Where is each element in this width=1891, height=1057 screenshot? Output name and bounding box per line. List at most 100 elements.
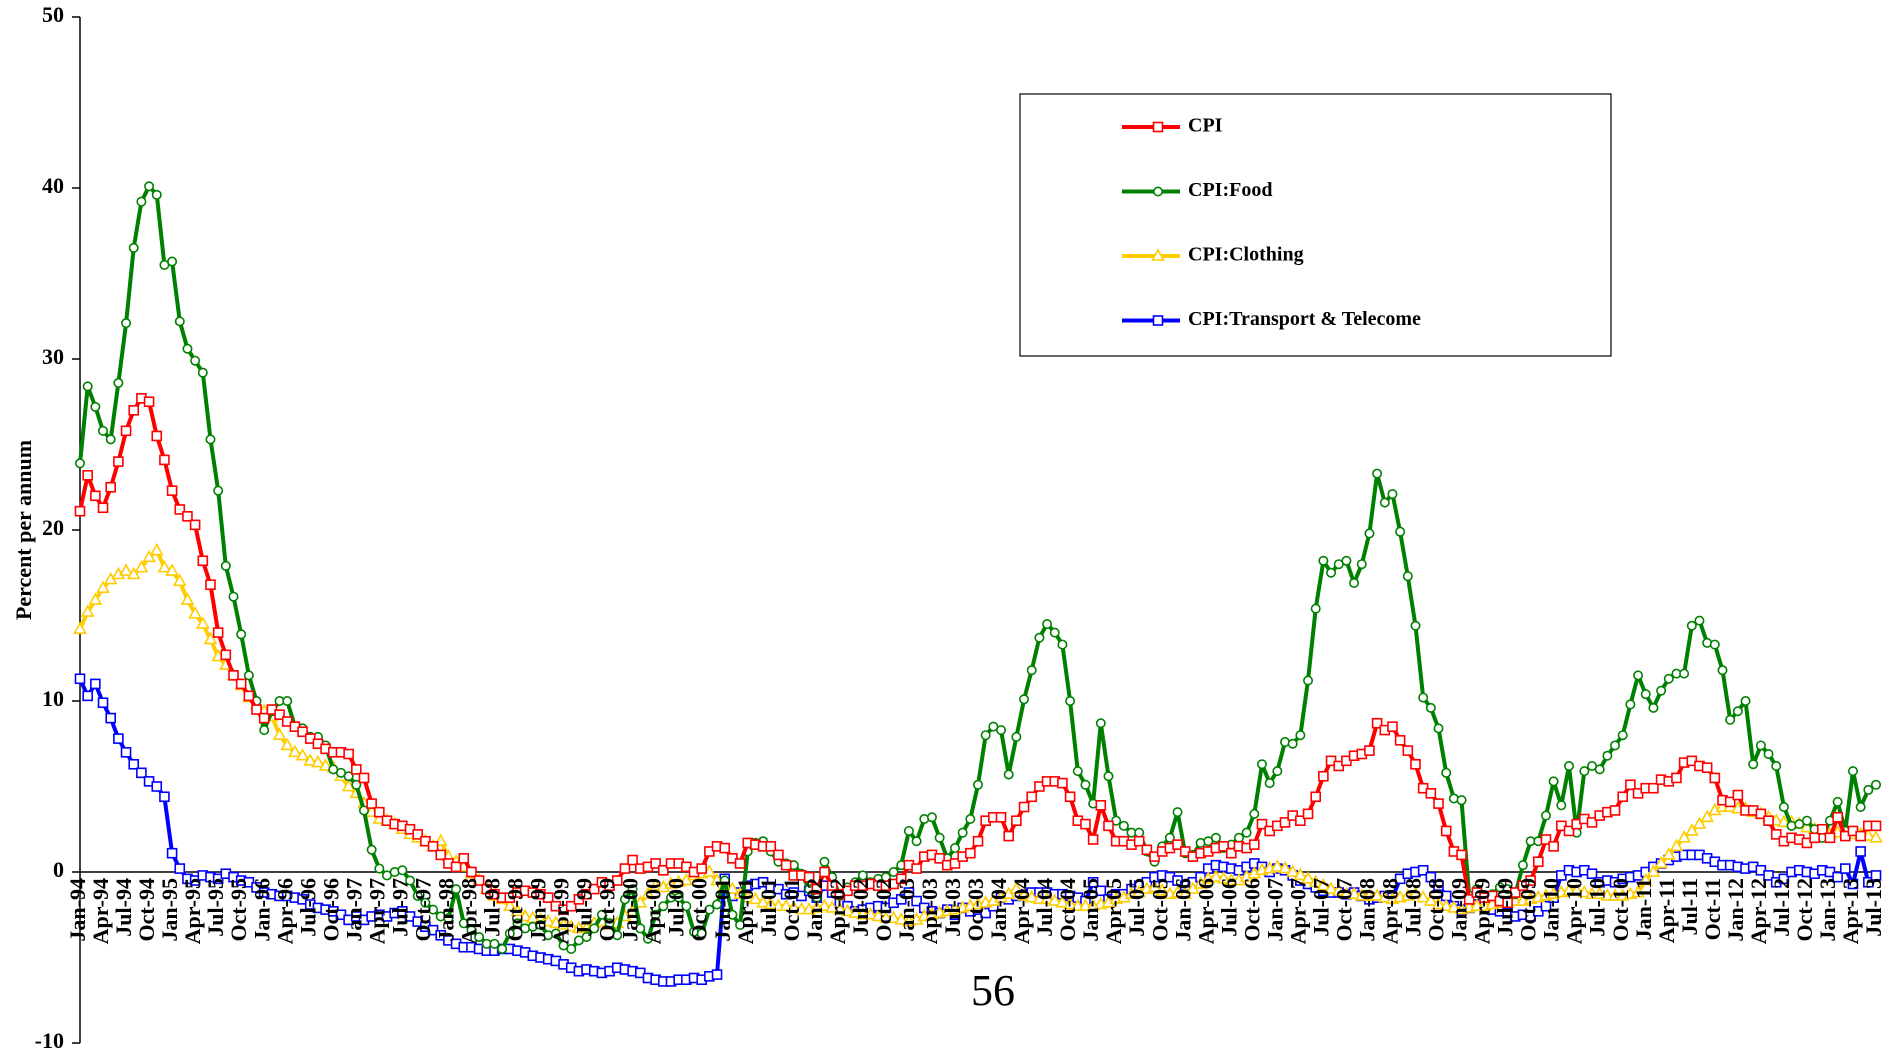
- marker: [1638, 872, 1653, 886]
- marker: [1225, 847, 1237, 859]
- marker: [128, 758, 140, 770]
- marker: [213, 485, 224, 496]
- x-tick-label: Apr-96: [272, 878, 297, 944]
- marker: [1047, 893, 1062, 906]
- marker: [911, 863, 922, 874]
- marker: [228, 670, 239, 681]
- marker: [1264, 778, 1275, 789]
- marker: [565, 900, 577, 912]
- marker: [888, 866, 899, 877]
- marker: [90, 678, 101, 690]
- marker: [295, 748, 310, 761]
- marker: [1026, 665, 1037, 676]
- marker: [1402, 745, 1414, 756]
- marker: [1055, 895, 1070, 908]
- x-tick-label: Apr-11: [1654, 878, 1679, 943]
- x-tick-label: Jul-98: [480, 878, 505, 937]
- marker: [1763, 870, 1774, 881]
- marker: [366, 798, 377, 809]
- marker: [1724, 796, 1736, 808]
- marker: [1042, 619, 1053, 630]
- marker: [1832, 811, 1843, 823]
- marker: [128, 242, 139, 253]
- marker: [1809, 832, 1820, 844]
- marker: [220, 560, 231, 571]
- marker: [1433, 723, 1444, 734]
- x-tick-label: Apr-08: [1378, 878, 1403, 944]
- marker: [1103, 820, 1114, 832]
- marker: [1287, 738, 1298, 749]
- marker: [1656, 685, 1667, 696]
- marker: [719, 875, 730, 886]
- x-tick-label: Jul-01: [756, 878, 781, 937]
- marker: [1548, 841, 1559, 852]
- marker: [1425, 702, 1436, 713]
- marker: [1417, 864, 1429, 876]
- marker: [1540, 810, 1551, 821]
- marker: [188, 606, 202, 619]
- marker: [1816, 823, 1828, 835]
- marker: [811, 883, 823, 895]
- marker: [1310, 791, 1322, 803]
- marker: [1847, 766, 1858, 777]
- marker: [1087, 834, 1099, 845]
- x-tick-label: Jan-98: [433, 878, 458, 942]
- marker: [1233, 832, 1244, 843]
- marker: [1057, 777, 1068, 789]
- marker: [474, 931, 485, 942]
- marker: [157, 559, 172, 573]
- marker: [88, 592, 103, 605]
- marker: [1095, 718, 1106, 729]
- marker: [1869, 830, 1883, 843]
- x-tick-label: Jul-07: [1308, 878, 1333, 937]
- marker: [443, 913, 454, 924]
- marker: [863, 907, 878, 920]
- marker: [1331, 883, 1346, 896]
- marker: [195, 616, 210, 629]
- marker: [311, 754, 325, 768]
- marker: [412, 829, 424, 840]
- marker: [165, 563, 179, 576]
- marker: [251, 704, 262, 715]
- marker: [90, 490, 101, 502]
- x-tick-label: Jul-11: [1677, 878, 1702, 935]
- marker: [1701, 762, 1713, 773]
- marker: [756, 895, 770, 908]
- marker: [965, 813, 976, 824]
- x-tick-label: Oct-09: [1516, 878, 1541, 942]
- marker: [1439, 898, 1454, 912]
- marker: [113, 377, 124, 388]
- marker: [142, 549, 156, 563]
- marker: [727, 909, 738, 920]
- marker: [1778, 802, 1789, 813]
- x-tick-label: Apr-12: [1746, 878, 1771, 944]
- marker: [1700, 809, 1714, 823]
- marker: [619, 894, 630, 905]
- marker: [1709, 772, 1721, 784]
- marker: [205, 579, 216, 591]
- marker: [711, 969, 723, 980]
- y-tick-label: -10: [35, 1028, 64, 1053]
- marker: [1669, 838, 1684, 852]
- marker: [1732, 706, 1743, 717]
- marker: [358, 805, 369, 816]
- x-tick-label: Jan-95: [157, 878, 182, 942]
- marker: [159, 791, 170, 803]
- marker: [641, 886, 655, 900]
- x-tick-label: Jul-05: [1124, 878, 1149, 937]
- x-tick-label: Apr-97: [364, 878, 389, 944]
- marker: [151, 189, 162, 200]
- marker: [203, 631, 218, 645]
- marker: [105, 481, 117, 493]
- marker: [1080, 818, 1091, 830]
- marker: [1540, 834, 1552, 845]
- marker: [149, 542, 164, 556]
- y-tick-label: 30: [42, 344, 64, 369]
- marker: [166, 847, 178, 859]
- x-tick-label: Jan-10: [1539, 878, 1564, 942]
- x-tick-label: Jan-96: [249, 878, 274, 942]
- x-tick-label: Apr-00: [641, 878, 666, 944]
- marker: [166, 485, 178, 496]
- marker: [564, 919, 579, 932]
- x-tick-label: Jul-04: [1032, 878, 1057, 937]
